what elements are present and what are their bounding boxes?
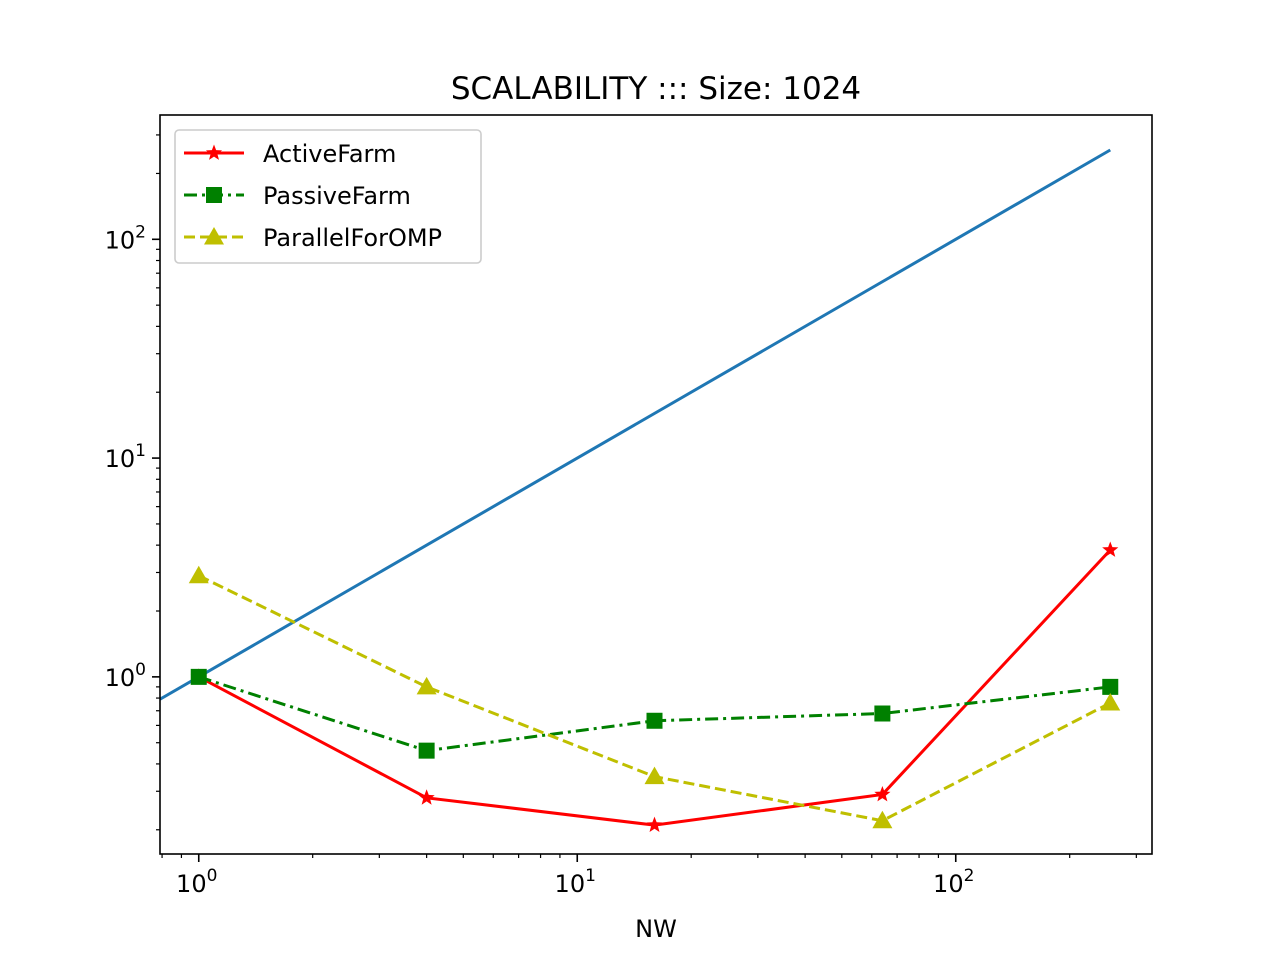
plot-area <box>160 148 1121 833</box>
data-point <box>1102 541 1119 557</box>
data-point <box>872 810 893 829</box>
legend-marker <box>205 144 223 160</box>
data-point <box>646 816 663 833</box>
x-axis-label: NW <box>635 915 677 943</box>
ideal-speedup-line <box>160 148 1112 701</box>
data-point <box>188 565 209 584</box>
legend-entry: ParallelForOMP <box>184 224 442 252</box>
x-tick-label: 101 <box>555 866 596 898</box>
y-tick-label: 101 <box>105 441 146 473</box>
legend-marker <box>204 227 224 245</box>
data-point <box>874 785 891 802</box>
data-point <box>1100 692 1121 711</box>
data-point <box>190 668 207 685</box>
data-point <box>418 742 435 759</box>
legend-label: PassiveFarm <box>263 182 411 210</box>
data-point <box>646 712 663 729</box>
chart-title: SCALABILITY ::: Size: 1024 <box>451 71 861 107</box>
legend: ActiveFarm PassiveFarm ParallelForOMP <box>174 129 482 264</box>
legend-label: ActiveFarm <box>263 140 396 168</box>
series-parallelforomp <box>188 565 1121 829</box>
y-tick-label: 102 <box>105 222 146 254</box>
legend-entry: ActiveFarm <box>184 140 396 168</box>
axis-ticks: 100 101 102 100 101 102 <box>105 134 1137 898</box>
data-point <box>874 705 891 722</box>
data-point <box>644 766 665 785</box>
y-tick-label: 100 <box>105 660 146 692</box>
legend-marker <box>206 187 222 203</box>
legend-label: ParallelForOMP <box>263 224 442 252</box>
legend-box <box>174 129 482 264</box>
plot-frame <box>159 114 1153 855</box>
legend-entry: PassiveFarm <box>184 182 411 210</box>
series-passivefarm <box>190 668 1119 759</box>
x-tick-label: 100 <box>176 866 217 898</box>
x-tick-label: 102 <box>933 866 974 898</box>
data-point <box>418 789 435 805</box>
data-point <box>416 676 437 695</box>
data-point <box>1102 678 1119 695</box>
